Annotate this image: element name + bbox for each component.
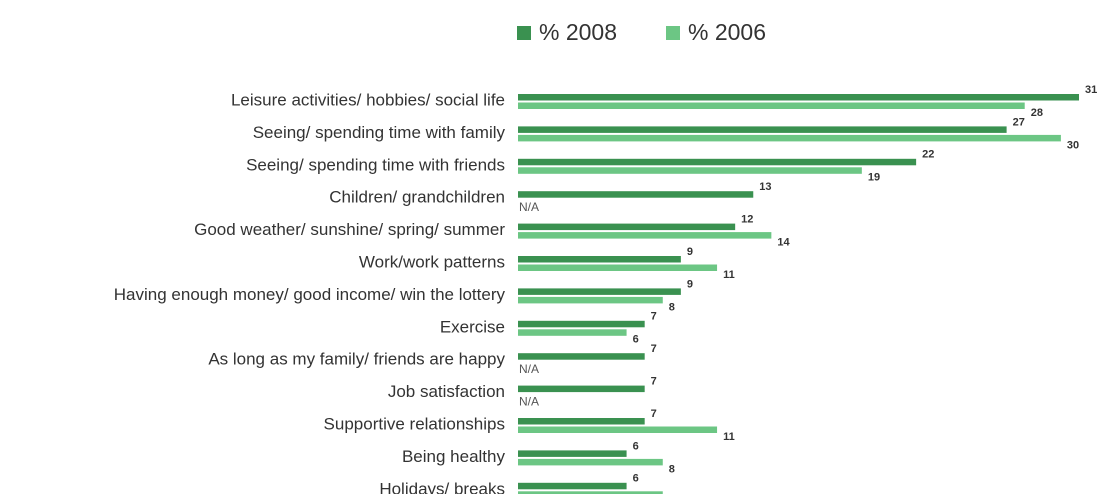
value-label: 14 — [777, 237, 790, 249]
legend-label: % 2006 — [688, 19, 766, 45]
value-label: 7 — [651, 408, 657, 420]
bar — [518, 353, 645, 360]
value-label: 12 — [741, 214, 753, 226]
bar — [518, 458, 663, 466]
category-label: Children/ grandchildren — [329, 188, 505, 207]
category-label: Seeing/ spending time with friends — [246, 155, 505, 174]
bar — [518, 296, 663, 304]
bar — [518, 167, 862, 174]
value-label: 11 — [723, 269, 735, 281]
bar — [518, 264, 718, 271]
category-label: Holidays/ breaks — [379, 479, 505, 494]
bar — [518, 134, 1061, 142]
value-label: 9 — [687, 278, 693, 290]
category-label: Seeing/ spending time with family — [253, 123, 506, 142]
category-label: Leisure activities/ hobbies/ social life — [231, 90, 505, 109]
value-label: 28 — [1031, 107, 1043, 119]
value-label: 11 — [723, 431, 735, 443]
value-label: 31 — [1085, 84, 1097, 96]
bar — [518, 223, 736, 231]
bar — [518, 191, 754, 198]
value-label: 8 — [669, 463, 675, 475]
value-label: 9 — [687, 246, 693, 258]
category-label: Having enough money/ good income/ win th… — [114, 285, 506, 304]
missing-label: N/A — [519, 394, 539, 408]
bar — [518, 482, 627, 490]
category-label: Good weather/ sunshine/ spring/ summer — [194, 220, 505, 239]
value-label: 19 — [868, 172, 880, 184]
category-label: Work/work patterns — [359, 252, 505, 271]
value-label: 6 — [633, 473, 639, 485]
bar — [518, 450, 627, 457]
bar — [518, 102, 1025, 109]
bar — [518, 256, 681, 263]
bar — [518, 491, 663, 494]
bar — [518, 320, 645, 328]
bar — [518, 426, 718, 433]
category-label: Exercise — [440, 317, 505, 336]
value-label: 7 — [651, 376, 657, 388]
value-label: 27 — [1013, 116, 1025, 128]
value-label: 6 — [633, 440, 639, 452]
missing-label: N/A — [519, 362, 539, 376]
bar — [518, 94, 1079, 101]
bar — [518, 126, 1007, 133]
bar — [518, 385, 645, 393]
bar — [518, 232, 772, 239]
value-label: 13 — [759, 181, 771, 193]
category-label: Job satisfaction — [388, 382, 505, 401]
bar — [518, 329, 627, 336]
value-label: 7 — [651, 311, 657, 323]
value-label: 30 — [1067, 139, 1079, 151]
missing-label: N/A — [519, 200, 539, 214]
value-label: 22 — [922, 149, 934, 161]
bar — [518, 158, 917, 166]
bar — [518, 418, 645, 425]
legend-label: % 2008 — [539, 19, 617, 45]
value-label: 7 — [651, 343, 657, 355]
category-label: Supportive relationships — [324, 414, 505, 433]
bar — [518, 288, 681, 295]
value-label: 8 — [669, 301, 675, 313]
category-label: Being healthy — [402, 447, 506, 466]
legend-swatch — [666, 26, 680, 40]
value-label: 6 — [633, 334, 639, 346]
category-label: As long as my family/ friends are happy — [208, 350, 505, 369]
legend-swatch — [517, 26, 531, 40]
